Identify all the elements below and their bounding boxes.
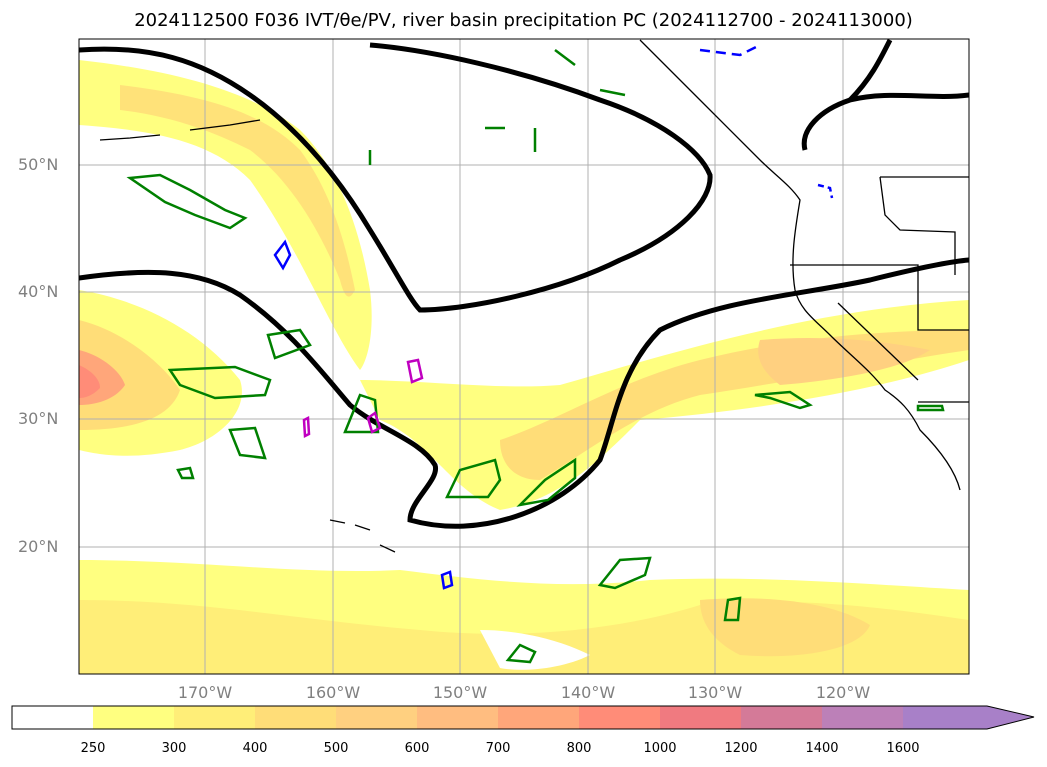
colorbar-tick-300: 300 [161,741,187,756]
pv-contours [126,49,945,664]
lon-label-130w: 130°W [687,683,743,702]
map-frame [78,38,970,675]
graticule [79,39,969,674]
lat-label-30n: 30°N [18,409,59,428]
colorbar-tick-700: 700 [485,741,511,756]
lat-label-50n: 50°N [18,155,59,174]
colorbar-tick-1200: 1200 [724,741,758,756]
colorbar-tick-500: 500 [323,741,349,756]
lon-label-140w: 140°W [560,683,616,702]
colorbar-tick-600: 600 [404,741,430,756]
coastlines [99,39,969,553]
map-title: 2024112500 F036 IVT/θe/PV, river basin p… [134,10,913,31]
lon-label-150w: 150°W [432,683,488,702]
lat-label-40n: 40°N [18,282,59,301]
theta-e-contours [79,39,969,529]
ivt-shading [79,60,969,674]
colorbar-tick-800: 800 [566,741,592,756]
negative-pv-contours [273,43,834,590]
colorbar-tick-1000: 1000 [643,741,677,756]
lon-label-160w: 160°W [305,683,361,702]
lat-label-20n: 20°N [18,537,59,556]
colorbar-tick-1600: 1600 [886,741,920,756]
colorbar [11,705,1035,730]
colorbar-tick-250: 250 [80,741,106,756]
lon-label-120w: 120°W [815,683,871,702]
lon-label-170w: 170°W [177,683,233,702]
colorbar-tick-1400: 1400 [805,741,839,756]
colorbar-tick-400: 400 [242,741,268,756]
